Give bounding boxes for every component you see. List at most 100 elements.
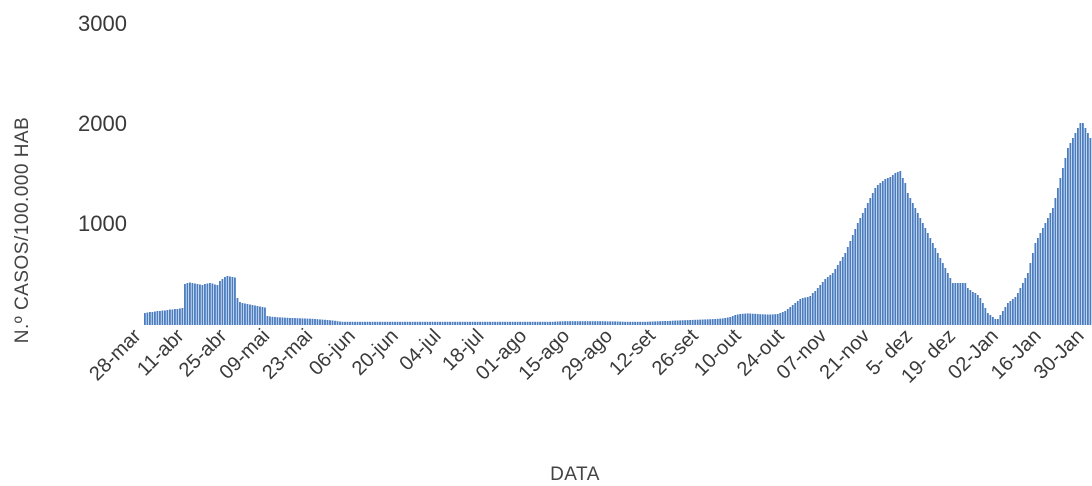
bar [244, 303, 246, 325]
bar [954, 283, 957, 325]
bar [671, 320, 674, 325]
bar [179, 308, 181, 325]
bar [371, 321, 374, 325]
bar [936, 253, 939, 325]
bar [181, 308, 184, 325]
bar [376, 321, 379, 325]
bar [839, 261, 842, 325]
bar [264, 307, 266, 325]
bar [504, 321, 506, 325]
bar [1049, 213, 1052, 325]
bar [326, 320, 329, 325]
x-axis-label: DATA [550, 464, 600, 485]
bar [534, 321, 537, 325]
bar [296, 318, 299, 325]
bar [241, 303, 244, 325]
bar [926, 233, 929, 325]
bar [651, 321, 654, 325]
bar [519, 321, 521, 325]
bar [246, 304, 249, 325]
y-axis: 1000 2000 3000 [78, 11, 127, 236]
bar [364, 321, 366, 325]
bar [581, 321, 584, 325]
bar [224, 277, 226, 325]
bar [986, 313, 989, 325]
bar [634, 321, 637, 325]
bar [829, 275, 832, 325]
bar [416, 321, 419, 325]
bar [484, 321, 486, 325]
bar [884, 179, 887, 325]
bar [146, 312, 149, 325]
bar [369, 321, 371, 325]
bar [456, 321, 459, 325]
bar [956, 283, 959, 325]
bar [1044, 223, 1047, 325]
bar [249, 304, 251, 325]
bar [144, 313, 146, 325]
bar [401, 321, 404, 325]
x-tick-label: 06-jun [305, 325, 360, 380]
bar [341, 321, 344, 325]
bar [626, 321, 629, 325]
bar [699, 319, 702, 325]
bar [689, 320, 692, 325]
bar [291, 318, 294, 325]
bar [1036, 238, 1039, 325]
bar [334, 320, 336, 325]
bar [701, 319, 704, 325]
bar [509, 321, 511, 325]
bar [836, 265, 839, 325]
bar [991, 317, 994, 325]
bar [959, 283, 962, 325]
bar [724, 318, 727, 325]
bar [591, 321, 594, 325]
bar [921, 223, 924, 325]
bar [644, 321, 647, 325]
bar [896, 172, 899, 325]
bar [391, 321, 394, 325]
bar [1016, 293, 1019, 325]
bar [881, 181, 884, 325]
bar [759, 314, 762, 325]
bar [476, 321, 479, 325]
bar [786, 309, 789, 325]
bar [874, 188, 877, 325]
bar [1039, 233, 1042, 325]
bar [279, 317, 281, 325]
bar [999, 315, 1002, 325]
bar [419, 321, 421, 325]
bar [1087, 133, 1089, 325]
bar [776, 314, 779, 325]
bar [814, 291, 817, 325]
bar [439, 321, 441, 325]
bar [366, 321, 369, 325]
bar [961, 283, 964, 325]
y-axis-label: N.º CASOS/100.000 HAB [12, 117, 33, 344]
bar [981, 303, 984, 325]
bar [939, 258, 942, 325]
y-tick-label: 3000 [78, 11, 127, 36]
bar [356, 321, 359, 325]
bar [971, 292, 974, 325]
bar [616, 321, 619, 325]
bar [174, 309, 176, 325]
bar [386, 321, 389, 325]
bar [574, 321, 577, 325]
bar [816, 288, 819, 325]
bar [846, 247, 849, 325]
bar [284, 317, 286, 325]
bar [201, 285, 204, 325]
bar [811, 293, 814, 325]
bar [1089, 138, 1092, 325]
bar [316, 319, 319, 325]
bar [446, 321, 449, 325]
bar [191, 283, 194, 325]
bar [901, 178, 904, 325]
bar [856, 223, 859, 325]
bar [304, 318, 306, 325]
bar [919, 218, 922, 325]
bar [864, 208, 867, 325]
bar [1041, 228, 1044, 325]
